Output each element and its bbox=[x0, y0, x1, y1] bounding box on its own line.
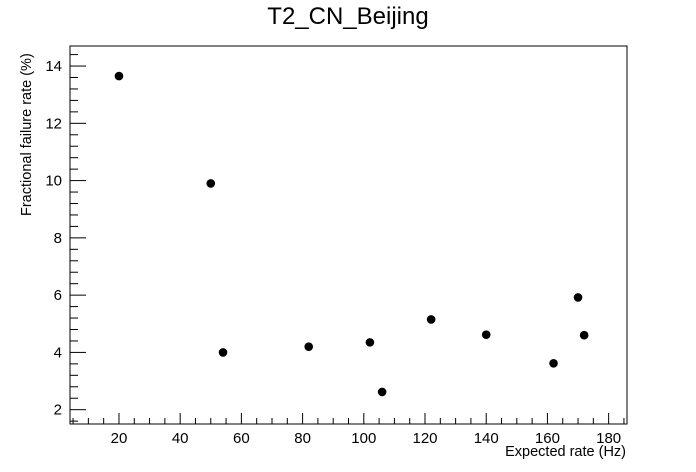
data-points bbox=[114, 71, 589, 397]
y-axis-title: Fractional failure rate (%) bbox=[19, 53, 35, 216]
data-point bbox=[206, 179, 216, 188]
axis-ticks bbox=[70, 54, 625, 424]
data-point bbox=[426, 315, 436, 324]
data-point bbox=[365, 338, 375, 347]
plot-frame bbox=[69, 45, 628, 425]
y-tick-label: 10 bbox=[45, 173, 62, 190]
x-tick-label: 20 bbox=[111, 430, 128, 447]
x-tick-label: 80 bbox=[294, 430, 311, 447]
chart-title: T2_CN_Beijing bbox=[267, 3, 428, 30]
x-tick-label: 160 bbox=[535, 430, 560, 447]
data-point bbox=[573, 293, 583, 302]
y-tick-label: 12 bbox=[45, 115, 62, 132]
data-point bbox=[304, 342, 314, 351]
data-point bbox=[218, 348, 228, 357]
plot-area-border bbox=[69, 45, 628, 425]
x-tick-label: 140 bbox=[474, 430, 499, 447]
data-point bbox=[549, 358, 558, 368]
data-point bbox=[114, 71, 124, 81]
tick-labels: 20 40 60 80 100 120 140 160 180 2 4 6 8 10 12 14 bbox=[45, 58, 621, 447]
y-tick-label: 8 bbox=[54, 230, 62, 247]
y-tick-label: 14 bbox=[45, 58, 62, 75]
x-tick-label: 180 bbox=[596, 430, 621, 447]
x-tick-label: 40 bbox=[172, 430, 189, 447]
y-tick-label: 4 bbox=[54, 344, 62, 361]
y-tick-label: 6 bbox=[54, 287, 62, 304]
x-axis-title: Expected rate (Hz) bbox=[505, 444, 626, 460]
data-point bbox=[377, 387, 387, 397]
x-tick-label: 60 bbox=[233, 430, 250, 447]
x-tick-label: 120 bbox=[412, 430, 437, 447]
data-point bbox=[481, 330, 491, 339]
data-point bbox=[579, 330, 589, 340]
y-tick-label: 2 bbox=[54, 402, 62, 419]
x-tick-label: 100 bbox=[351, 430, 376, 447]
